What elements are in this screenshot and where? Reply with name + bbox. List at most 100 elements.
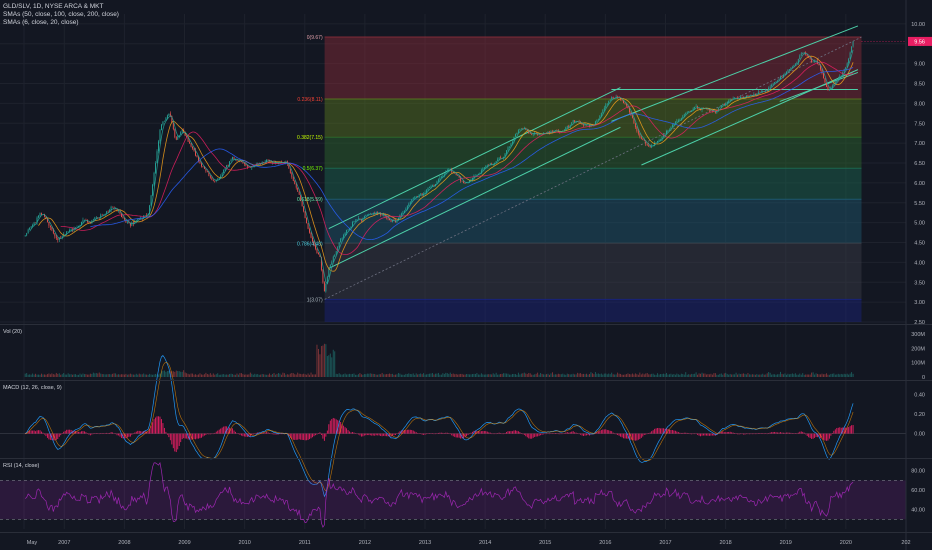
macd-histogram-bar: [793, 433, 795, 434]
candle-body: [58, 237, 60, 240]
volume-bar: [448, 373, 450, 377]
volume-bar: [300, 373, 302, 377]
macd-histogram-bar: [89, 433, 91, 436]
candle-body: [568, 126, 570, 128]
volume-bar: [229, 374, 231, 377]
price-tick-label: 6.00: [914, 181, 925, 187]
candle-body: [457, 175, 459, 176]
macd-histogram-bar: [153, 419, 155, 434]
time-axis[interactable]: May 2007 2008 2009 2010 2011 2012 2013 2014 2015 2…: [27, 540, 911, 546]
macd-histogram-bar: [297, 433, 299, 440]
volume-bar: [580, 373, 582, 377]
volume-bar: [60, 374, 62, 377]
macd-histogram-bar: [377, 433, 379, 436]
macd-histogram-bar: [152, 422, 154, 434]
volume-bar: [297, 372, 299, 377]
volume-bar: [849, 373, 851, 377]
volume-bar: [483, 374, 485, 377]
candle-body: [433, 185, 435, 186]
candle-body: [834, 82, 836, 84]
candle-body: [831, 85, 833, 88]
macd-histogram-bar: [757, 433, 759, 434]
macd-histogram-bar: [149, 429, 151, 434]
volume-bar: [731, 374, 733, 377]
macd-histogram-bar: [430, 433, 432, 434]
candle-body: [437, 179, 439, 182]
volume-bar: [642, 373, 644, 377]
macd-histogram-bar: [753, 433, 755, 435]
macd-histogram-bar: [719, 432, 721, 434]
volume-bar: [552, 372, 553, 377]
candle-body: [538, 134, 540, 135]
candle-body: [181, 130, 183, 132]
volume-bar: [657, 373, 659, 377]
candle-body: [611, 96, 613, 100]
macd-histogram-bar: [252, 433, 254, 435]
macd-histogram-bar: [679, 432, 681, 434]
macd-histogram-bar: [750, 433, 752, 435]
candle-body: [344, 232, 346, 236]
volume-bar: [396, 374, 398, 377]
candle-body: [236, 159, 238, 161]
volume-bar: [590, 372, 592, 377]
volume-bar: [126, 374, 128, 377]
macd-histogram-bar: [294, 433, 296, 440]
candle-body: [350, 226, 352, 229]
macd-histogram-bar: [242, 433, 244, 437]
volume-bar: [322, 345, 324, 377]
macd-histogram-bar: [94, 433, 96, 434]
macd-histogram-bar: [614, 433, 616, 435]
macd-histogram-bar: [55, 433, 57, 440]
candle-body: [633, 117, 635, 124]
macd-histogram-bar: [372, 433, 374, 436]
candle-body: [509, 146, 510, 148]
volume-bar: [218, 374, 220, 377]
candle-body: [581, 123, 583, 125]
symbol-title[interactable]: GLD/SLV, 1D, NYSE ARCA & MKT: [3, 3, 104, 10]
candle-body: [554, 130, 556, 131]
macd-histogram-bar: [636, 433, 638, 441]
volume-bar: [720, 373, 722, 377]
macd-histogram-bar: [677, 432, 679, 434]
volume-bar: [781, 373, 783, 377]
volume-bar: [778, 374, 780, 377]
volume-bar: [566, 373, 568, 377]
candle-body: [88, 221, 90, 223]
macd-histogram-bar: [371, 433, 373, 436]
candle-body: [64, 233, 66, 235]
macd-histogram-bar: [161, 419, 162, 434]
macd-histogram-bar: [831, 432, 833, 434]
volume-bar: [737, 374, 739, 377]
macd-histogram-bar: [574, 432, 576, 434]
volume-bar: [726, 373, 728, 377]
macd-histogram-bar: [723, 432, 725, 434]
candle-body: [427, 187, 429, 191]
macd-histogram-bar: [411, 429, 413, 434]
macd-histogram-bar: [67, 429, 69, 434]
volume-bar: [199, 373, 201, 377]
macd-histogram-bar: [580, 433, 582, 435]
macd-histogram-bar: [115, 433, 116, 435]
volume-bar: [772, 374, 774, 377]
macd-histogram-bar: [751, 433, 753, 435]
sma-long-legend[interactable]: SMAs (50, close, 100, close, 200, close): [3, 11, 119, 18]
volume-bar: [46, 374, 48, 377]
candle-body: [669, 129, 670, 131]
macd-histogram-bar: [73, 430, 75, 434]
macd-histogram-bar: [661, 428, 663, 434]
volume-bar: [272, 373, 273, 377]
macd-histogram-bar: [61, 433, 63, 434]
macd-histogram-bar: [649, 432, 651, 434]
volume-bar: [549, 374, 550, 377]
volume-bar: [280, 374, 282, 377]
macd-histogram-bar: [529, 433, 531, 439]
candle-body: [497, 159, 499, 161]
candle-body: [417, 196, 419, 197]
macd-histogram-bar: [141, 431, 143, 434]
volume-bar: [338, 373, 340, 377]
price-axis[interactable]: 10.009.509.008.508.007.507.006.506.005.5…: [861, 22, 932, 514]
sma-short-legend[interactable]: SMAs (6, close, 20, close): [3, 19, 79, 26]
volume-bar: [301, 374, 303, 377]
price-tick-label: 5.50: [914, 201, 925, 207]
